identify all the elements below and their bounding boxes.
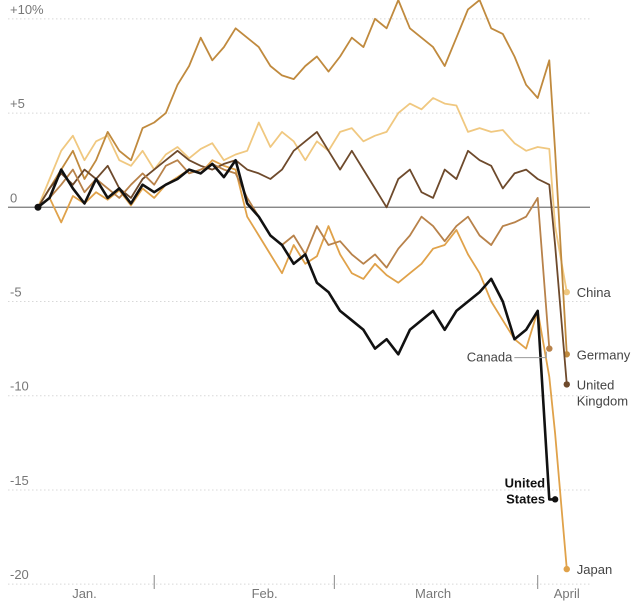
series-line-canada [37,159,551,350]
y-tick-label: -20 [10,567,29,582]
y-tick-label: -10 [10,379,29,394]
series-label-japan: Japan [577,562,612,577]
series-label-line: States [506,491,545,506]
series-label-line: China [577,285,612,300]
series-end-point-canada [546,345,553,352]
y-tick-label: +10% [10,2,44,17]
series-end-point-united-states [551,496,559,503]
series-label-line: Kingdom [577,393,628,408]
series-label-canada: Canada [467,350,513,365]
series-label-line: Japan [577,562,612,577]
series-end-point-japan [563,565,570,573]
series-label-united-states: United States [505,475,546,506]
series-label-line: United [577,377,615,392]
series-layer [34,0,570,573]
x-tick-label-jan: Jan. [72,586,97,601]
series-end-point-united-kingdom [563,381,570,388]
series-label-germany: Germany [577,347,631,362]
x-tick-label-feb: Feb. [252,586,278,601]
x-tick-label-april: April [554,586,580,601]
series-end-point-china [563,288,570,296]
x-tick-label-march: March [415,586,451,601]
series-line-united-states [36,158,557,501]
series-label-line: Germany [577,347,631,362]
series-label-china: China [577,285,612,300]
y-tick-label: -15 [10,473,29,488]
y-tick-label: +5 [10,96,25,111]
series-line-germany [37,0,568,356]
series-label-line: Canada [467,350,513,365]
series-label-line: United [505,475,546,490]
axis-layer: +10% +5 0 -5 -10 -15 -20 Jan. Feb. March April [10,2,580,601]
series-start-point [34,203,42,211]
series-line-china [37,97,568,294]
y-tick-label: 0 [10,190,17,205]
y-tick-label: -5 [10,285,22,300]
series-label-united-kingdom: United Kingdom [577,377,628,408]
series-line-japan [37,159,568,570]
series-line-united-kingdom [37,130,568,386]
grid-layer [8,18,590,585]
